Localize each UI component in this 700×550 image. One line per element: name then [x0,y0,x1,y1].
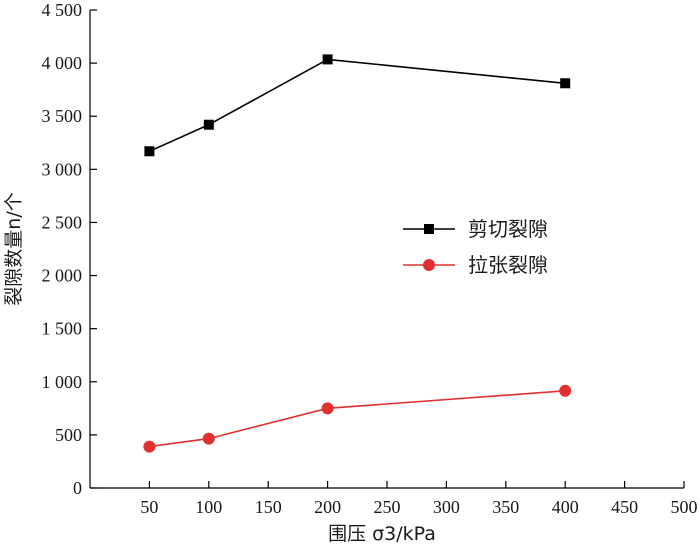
y-tick-label: 3 500 [42,106,83,126]
x-tick-label: 400 [552,497,579,517]
ticks: 0 500 1 000 1 500 2 000 2 500 3 000 3 500 4 000 4… [42,0,698,517]
axes [89,10,684,489]
data-point [560,78,571,89]
y-tick-label: 1 500 [42,319,83,339]
y-tick-label: 4 000 [42,53,83,73]
y-tick-label: 2 000 [42,266,83,286]
y-tick-label: 500 [55,425,82,445]
x-tick-label: 250 [374,497,401,517]
series-1 [144,54,571,157]
legend-marker [424,224,434,234]
data-point [143,440,156,453]
legend-label: 剪切裂隙 [468,217,548,241]
y-tick-label: 0 [73,478,82,498]
x-tick-label: 100 [195,497,222,517]
x-tick-label: 450 [611,497,638,517]
y-tick-label: 1 000 [42,372,83,392]
data-point [202,432,215,445]
data-point [144,146,155,157]
data-point [321,402,334,415]
x-tick-label: 500 [671,497,698,517]
x-axis-title: 围压 σ3/kPa [328,523,436,545]
data-point [203,119,214,130]
data-point [322,54,333,65]
legend-item: 拉张裂隙 [403,253,548,277]
x-tick-label: 200 [314,497,341,517]
y-axis-title: 裂隙数量n/个 [3,192,25,305]
x-tick-label: 150 [255,497,282,517]
legend-marker [423,259,435,271]
y-tick-label: 4 500 [42,0,83,20]
y-tick-label: 3 000 [42,159,83,179]
y-tick-label: 2 500 [42,212,83,232]
series-2 [143,384,572,453]
x-tick-label: 50 [140,497,158,517]
legend-item: 剪切裂隙 [403,217,548,241]
series-line [149,58,566,153]
series [143,54,572,453]
series-line [149,390,566,448]
x-tick-label: 350 [492,497,519,517]
x-tick-label: 300 [433,497,460,517]
legend-label: 拉张裂隙 [468,253,548,277]
data-point [559,384,572,397]
